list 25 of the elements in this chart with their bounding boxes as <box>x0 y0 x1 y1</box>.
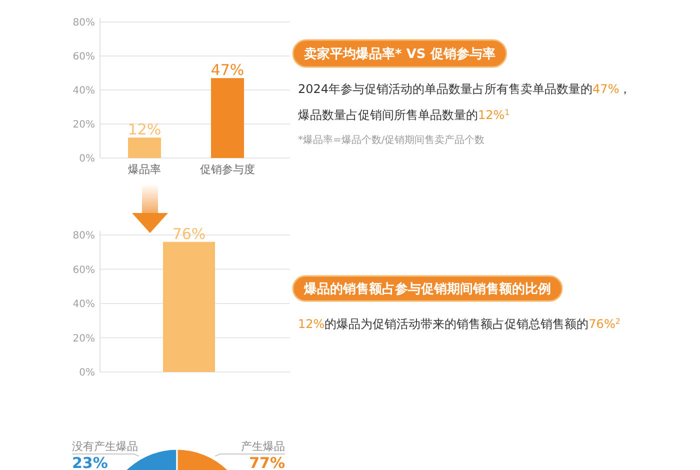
y-tick-label: 0% <box>79 154 95 164</box>
data-label: 23% <box>72 454 108 470</box>
data-label: 77% <box>249 454 285 470</box>
data-label: 12% <box>128 120 162 139</box>
text: 卖家平均爆品率* VS 促销参与率 <box>304 46 496 62</box>
y-tick-label: 60% <box>72 264 95 276</box>
text: 12%的爆品为促销活动带来的销售额占促销总销售额的76%$^{2}$ <box>298 316 620 331</box>
x-tick-label: 爆品率 <box>128 163 161 176</box>
y-tick-label: 20% <box>72 120 95 130</box>
slice-label: 产生爆品 <box>241 440 285 453</box>
slice-label: 没有产生爆品 <box>72 440 138 453</box>
text: 爆品数量占促销间所售单品数量的12%$^{1}$ <box>298 108 510 122</box>
x-tick-label: 促销参与度 <box>200 163 255 176</box>
text: *爆品率=爆品个数/促销期间售卖产品个数 <box>298 134 485 146</box>
text: 爆品的销售额占参与促销期间销售额的比例 <box>303 281 551 297</box>
y-tick-label: 20% <box>72 333 95 344</box>
y-tick-label: 80% <box>72 230 95 242</box>
data-label: 76% <box>172 224 206 243</box>
y-tick-label: 80% <box>72 18 95 28</box>
y-tick-label: 40% <box>72 86 95 96</box>
y-tick-label: 40% <box>72 299 95 310</box>
y-tick-label: 0% <box>79 368 95 378</box>
text: 2024年参与促销活动的单品数量占所有售卖单品数量的47%， <box>298 82 632 96</box>
y-tick-label: 60% <box>72 52 95 62</box>
data-label: 47% <box>210 61 244 80</box>
